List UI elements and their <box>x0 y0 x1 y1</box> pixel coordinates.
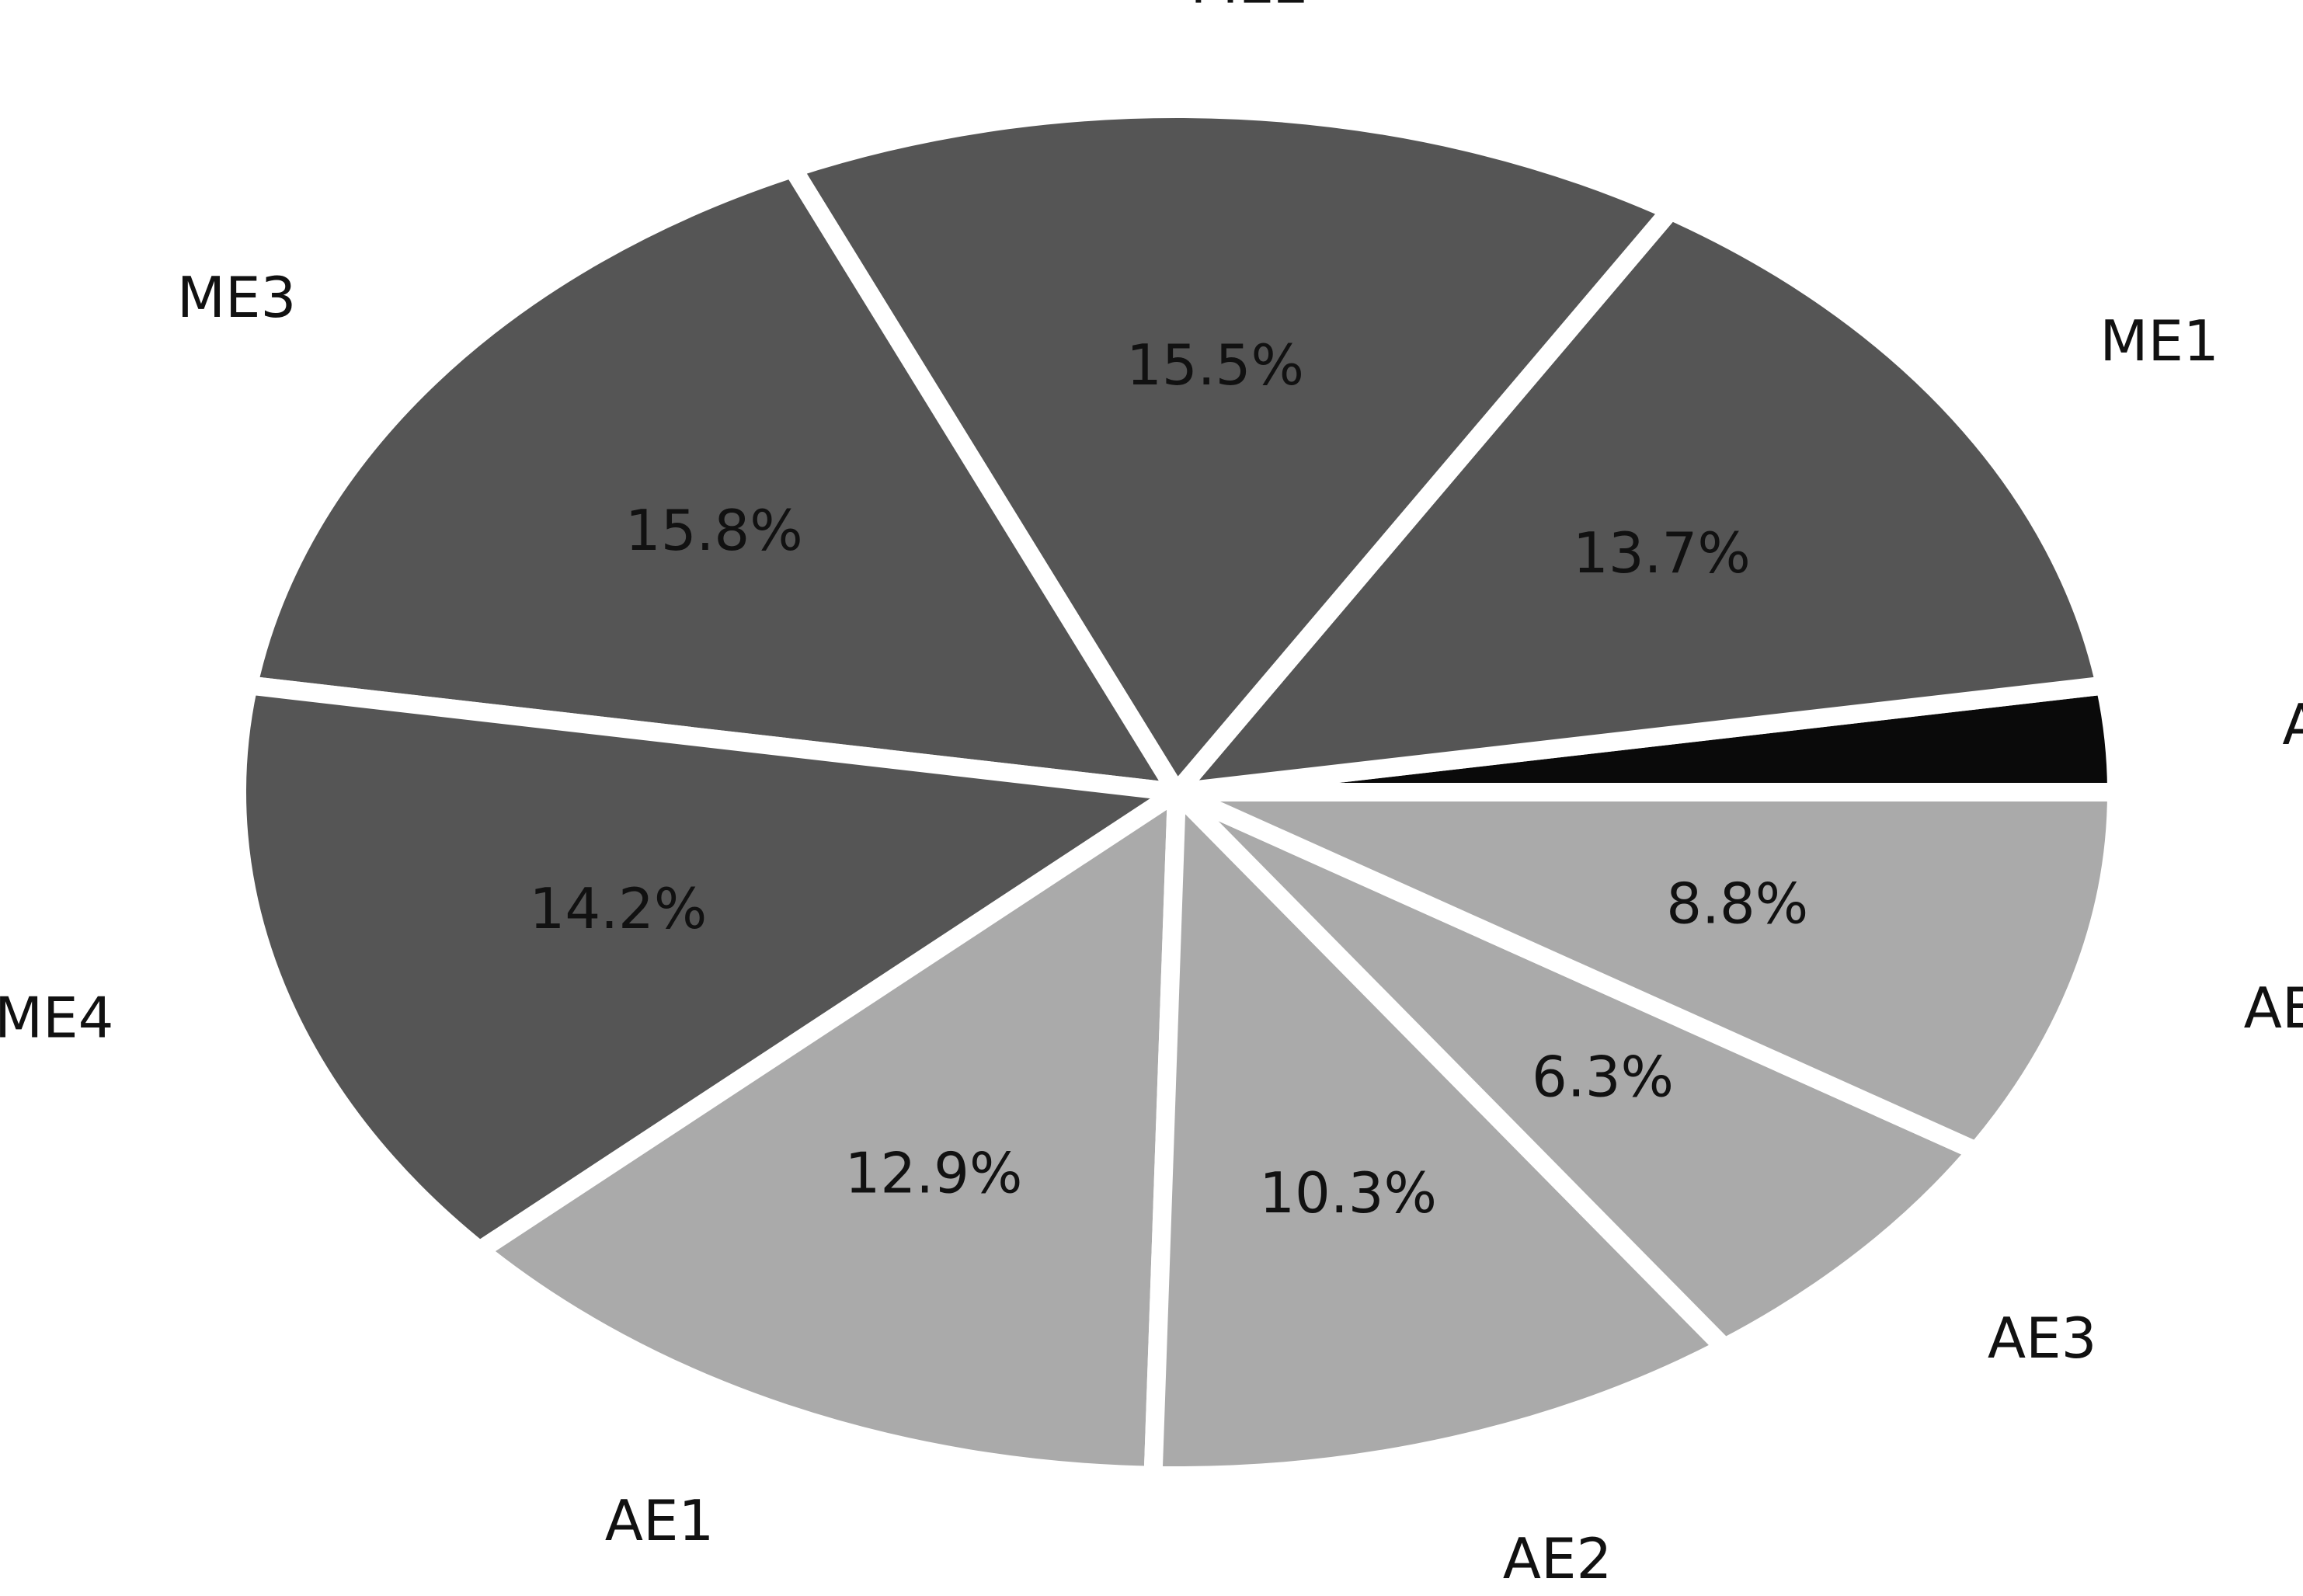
slice-ae1 <box>464 774 1187 1485</box>
percent-label-ae3: 6.3% <box>1532 1045 1674 1110</box>
percent-label-me3: 15.8% <box>625 498 803 563</box>
pie-slices <box>228 99 2127 1485</box>
percent-label-ae4: 8.8% <box>1666 871 1808 936</box>
slice-ae2 <box>1143 770 1741 1485</box>
category-label-me2: ME2 <box>1190 0 1309 16</box>
slice-me3 <box>237 157 1195 804</box>
category-label-me1: ME1 <box>2099 308 2218 374</box>
percent-label-ae1: 12.9% <box>845 1140 1023 1205</box>
slice-ae4 <box>1173 783 2127 1163</box>
slice-me1 <box>1154 199 2117 805</box>
slice-me4 <box>228 675 1204 1263</box>
category-label-ae1: AE1 <box>605 1488 715 1553</box>
category-label-ab: AB <box>2282 692 2303 757</box>
slice-ae3 <box>1170 784 1992 1359</box>
percent-label-me1: 13.7% <box>1573 520 1751 586</box>
category-label-ae3: AE3 <box>1988 1306 2097 1371</box>
percent-label-me4: 14.2% <box>530 876 708 941</box>
slice-me2 <box>778 99 1686 808</box>
category-label-ae4: AE4 <box>2244 975 2303 1041</box>
percentage-labels: 13.7% 15.5% 15.8% 14.2% 12.9% 10.3% 6.3% 8.8% <box>530 332 1809 1226</box>
percent-label-me2: 15.5% <box>1126 332 1304 398</box>
category-label-me3: ME3 <box>177 265 296 330</box>
category-label-me4: ME4 <box>0 986 113 1051</box>
percent-label-ae2: 10.3% <box>1259 1160 1437 1226</box>
category-label-ae2: AE2 <box>1503 1526 1612 1591</box>
